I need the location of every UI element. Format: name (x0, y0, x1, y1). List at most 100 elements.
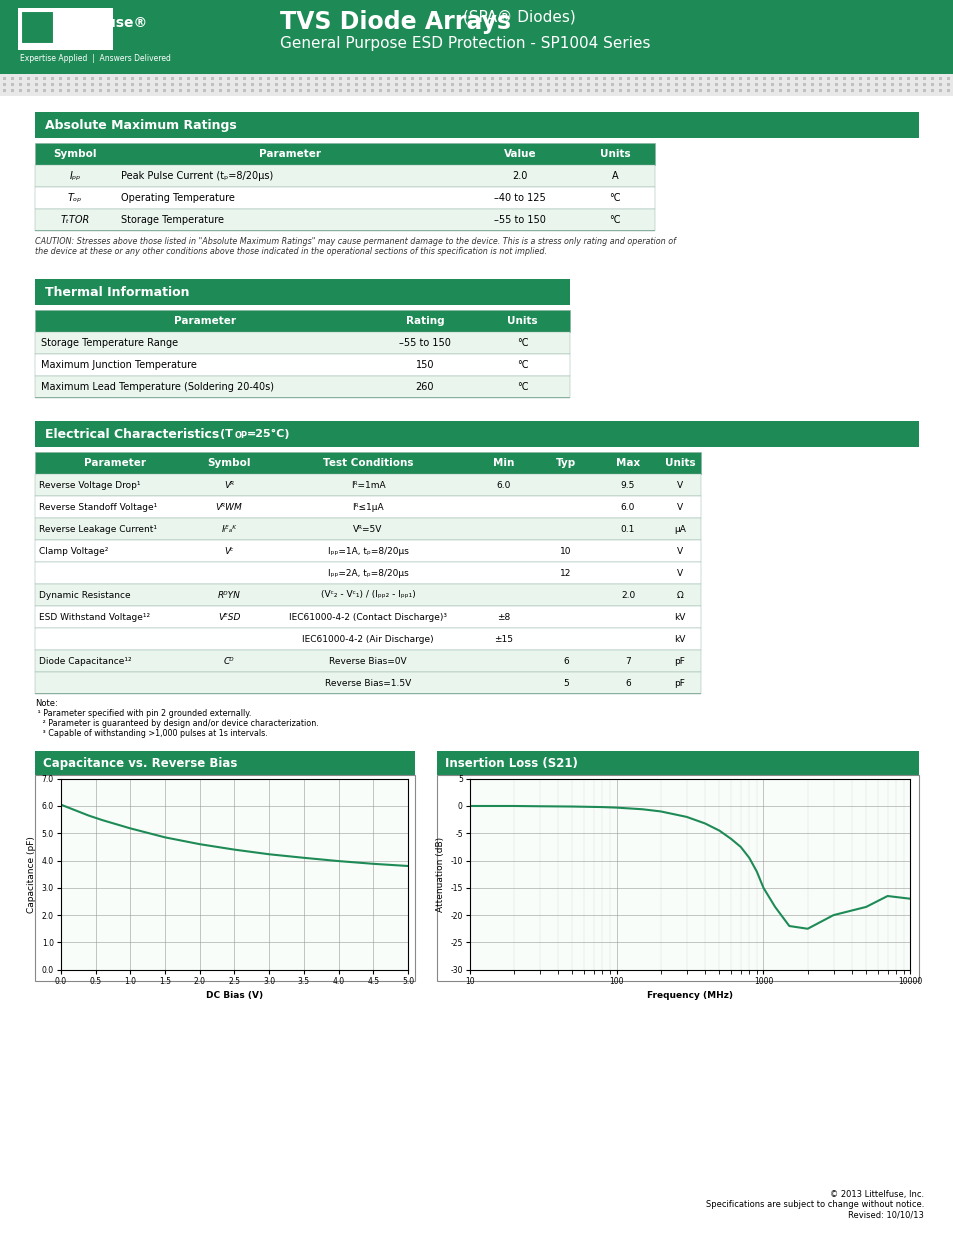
Bar (91, 89, 94, 91)
Bar (395, 77, 397, 80)
Text: Vᶜ: Vᶜ (224, 547, 233, 556)
Bar (298, 89, 302, 91)
Text: =25°C): =25°C) (247, 429, 291, 438)
Y-axis label: Attenuation (dB): Attenuation (dB) (436, 836, 444, 911)
Bar (291, 83, 294, 86)
Bar (834, 83, 837, 86)
Bar (314, 77, 317, 80)
Bar (115, 83, 118, 86)
Bar (802, 89, 805, 91)
Text: Vᴿ: Vᴿ (224, 480, 233, 489)
Text: Dynamic Resistance: Dynamic Resistance (39, 590, 131, 599)
Bar (506, 77, 510, 80)
Text: (SPA® Diodes): (SPA® Diodes) (457, 10, 576, 25)
Bar (227, 77, 230, 80)
Bar (722, 77, 725, 80)
Bar (850, 89, 853, 91)
Bar (43, 83, 46, 86)
Bar (139, 77, 142, 80)
Bar (35, 112, 918, 138)
Bar (714, 77, 718, 80)
Bar (602, 77, 605, 80)
Bar (211, 83, 213, 86)
Bar (730, 77, 733, 80)
Bar (722, 89, 725, 91)
Text: 10: 10 (559, 547, 571, 556)
Bar (267, 83, 270, 86)
Bar (402, 89, 406, 91)
Bar (451, 89, 454, 91)
Bar (866, 83, 869, 86)
Text: 260: 260 (416, 382, 434, 391)
Bar (139, 83, 142, 86)
Bar (858, 89, 862, 91)
Bar (754, 83, 758, 86)
Bar (323, 77, 326, 80)
Bar (531, 77, 534, 80)
Text: IEC61000-4-2 (Contact Discharge)³: IEC61000-4-2 (Contact Discharge)³ (289, 613, 447, 621)
Text: °C: °C (609, 193, 620, 203)
Bar (690, 77, 693, 80)
Bar (274, 83, 277, 86)
Bar (75, 77, 78, 80)
Bar (0, 74, 953, 96)
Text: –55 to 150: –55 to 150 (398, 338, 451, 348)
Bar (906, 77, 909, 80)
Bar (371, 83, 374, 86)
Text: IEC61000-4-2 (Air Discharge): IEC61000-4-2 (Air Discharge) (302, 635, 434, 643)
Bar (219, 77, 222, 80)
Text: Vᴿ=5V: Vᴿ=5V (353, 525, 382, 534)
Bar (402, 77, 406, 80)
Text: Iₗᴱₐᴷ: Iₗᴱₐᴷ (221, 525, 236, 534)
Text: Capacitance vs. Reverse Bias: Capacitance vs. Reverse Bias (43, 757, 237, 769)
Bar (818, 83, 821, 86)
Bar (491, 89, 494, 91)
Bar (131, 77, 133, 80)
Bar (147, 89, 150, 91)
Bar (442, 89, 446, 91)
Bar (834, 89, 837, 91)
Text: 6: 6 (562, 657, 568, 666)
Bar (675, 83, 678, 86)
Bar (914, 83, 917, 86)
Text: pF: pF (674, 678, 684, 688)
Bar (762, 89, 765, 91)
Text: 6.0: 6.0 (620, 503, 635, 511)
Bar (659, 77, 661, 80)
Bar (946, 89, 949, 91)
Bar (786, 77, 789, 80)
Bar (467, 89, 470, 91)
Bar (251, 83, 253, 86)
Bar (219, 83, 222, 86)
Bar (274, 89, 277, 91)
Bar (378, 83, 381, 86)
Text: Iᴿ≤1μA: Iᴿ≤1μA (352, 503, 383, 511)
Bar (699, 77, 701, 80)
Bar (786, 89, 789, 91)
Bar (314, 83, 317, 86)
Text: Operating Temperature: Operating Temperature (121, 193, 234, 203)
Bar (378, 77, 381, 80)
Bar (842, 89, 845, 91)
Bar (35, 496, 700, 517)
Text: pF: pF (674, 657, 684, 666)
Bar (578, 77, 581, 80)
Text: Units: Units (664, 458, 695, 468)
Bar (67, 89, 70, 91)
Bar (842, 83, 845, 86)
Bar (562, 89, 565, 91)
Bar (650, 77, 654, 80)
Bar (59, 89, 62, 91)
Text: Maximum Lead Temperature (Soldering 20-40s): Maximum Lead Temperature (Soldering 20-4… (41, 382, 274, 391)
Bar (515, 89, 517, 91)
Bar (418, 89, 421, 91)
Text: 0.1: 0.1 (620, 525, 635, 534)
Bar (610, 77, 614, 80)
Text: Tₒₚ: Tₒₚ (68, 193, 82, 203)
Text: 6: 6 (624, 678, 630, 688)
Bar (154, 83, 158, 86)
Bar (147, 83, 150, 86)
Text: Cᴰ: Cᴰ (223, 657, 234, 666)
Bar (35, 209, 655, 231)
Bar (75, 89, 78, 91)
